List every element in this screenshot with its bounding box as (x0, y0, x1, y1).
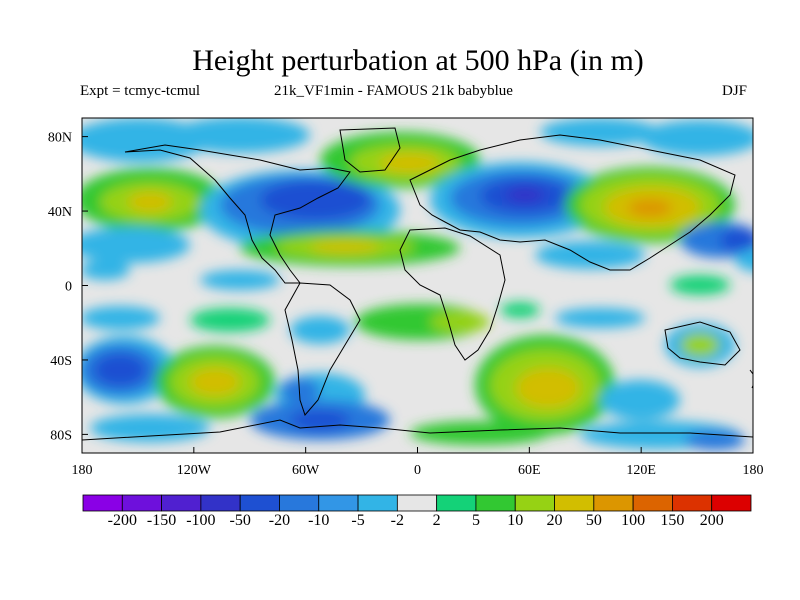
x-tick-label: 180 (743, 463, 764, 478)
coastlines (82, 127, 753, 441)
y-axis: 80N 40N 0 40S 80S (48, 131, 88, 443)
x-tick-label: 180 (72, 463, 93, 478)
y-tick-label: 80N (48, 131, 72, 146)
colorbar-box (436, 494, 477, 512)
colorbar-box (82, 494, 123, 512)
x-axis: 180 120W 60W 0 60E 120E 180 (72, 447, 764, 478)
colorbar-label: 150 (660, 512, 685, 529)
colorbar-label: -100 (186, 512, 216, 529)
colorbar-box (554, 494, 595, 512)
colorbar-label: -10 (308, 512, 330, 529)
colorbar-box (161, 494, 202, 512)
x-tick-label: 60E (518, 463, 541, 478)
colorbar-labels: -200 -150 -100 -50 -20 -10 -5 -2 2 5 10 20 50 100 150 2… (0, 512, 800, 534)
colorbar (82, 494, 752, 512)
map-title: Height perturbation at 500 hPa (in m) (192, 44, 644, 77)
x-tick-label: 60W (292, 463, 320, 478)
colorbar-box (711, 494, 752, 512)
colorbar-box (475, 494, 516, 512)
colorbar-box (357, 494, 398, 512)
x-tick-label: 120W (177, 463, 212, 478)
colorbar-label: -200 (107, 512, 137, 529)
colorbar-label: -2 (390, 512, 405, 529)
colorbar-label: -50 (229, 512, 251, 529)
colorbar-box (200, 494, 241, 512)
colorbar-label: 2 (432, 512, 441, 529)
colorbar-label: 20 (546, 512, 563, 529)
colorbar-label: -5 (351, 512, 365, 529)
colorbar-label: -150 (146, 512, 177, 529)
y-tick-label: 0 (65, 280, 72, 295)
colorbar-box (396, 494, 438, 512)
season-label: DJF (722, 83, 748, 99)
colorbar-label: -20 (268, 512, 291, 529)
run-label: 21k_VF1min - FAMOUS 21k babyblue (274, 83, 513, 99)
colorbar-box (318, 494, 359, 512)
colorbar-label: 50 (585, 512, 602, 529)
colorbar-label: 100 (621, 512, 646, 529)
y-tick-label: 40S (50, 354, 72, 369)
colorbar-box (239, 494, 280, 512)
colorbar-box (121, 494, 162, 512)
colorbar-box (632, 494, 673, 512)
experiment-label: Expt = tcmyc-tcmul (80, 83, 201, 99)
y-tick-label: 40N (48, 205, 72, 220)
colorbar-box (593, 494, 634, 512)
colorbar-box (672, 494, 713, 512)
x-tick-label: 120E (626, 463, 656, 478)
colorbar-box (279, 494, 320, 512)
colorbar-label: 5 (471, 512, 480, 529)
colorbar-label: 10 (507, 512, 524, 529)
colorbar-label: 200 (699, 512, 724, 529)
y-tick-label: 80S (50, 428, 72, 443)
colorbar-box (514, 494, 555, 512)
x-tick-label: 0 (414, 463, 421, 478)
